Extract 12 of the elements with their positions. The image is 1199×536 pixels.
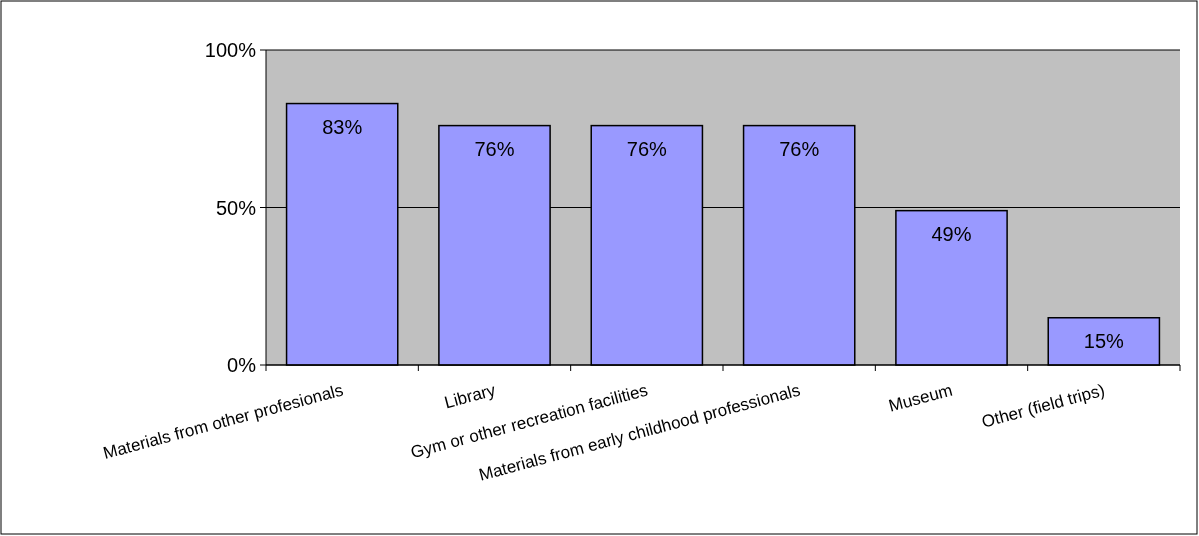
data-label: 76%: [474, 137, 515, 160]
data-label: 15%: [1083, 329, 1125, 352]
x-tick-label: Library: [442, 380, 499, 413]
y-tick-label: 0%: [227, 354, 257, 376]
y-tick-label: 50%: [215, 196, 257, 219]
x-tick-label: Other (field trips): [979, 380, 1107, 432]
data-label: 76%: [779, 137, 820, 160]
x-tick-label: Museum: [886, 380, 955, 416]
data-label: 83%: [322, 115, 363, 138]
data-label: 76%: [626, 137, 668, 160]
y-tick-label: 100%: [204, 39, 257, 61]
data-label: 49%: [931, 222, 972, 245]
